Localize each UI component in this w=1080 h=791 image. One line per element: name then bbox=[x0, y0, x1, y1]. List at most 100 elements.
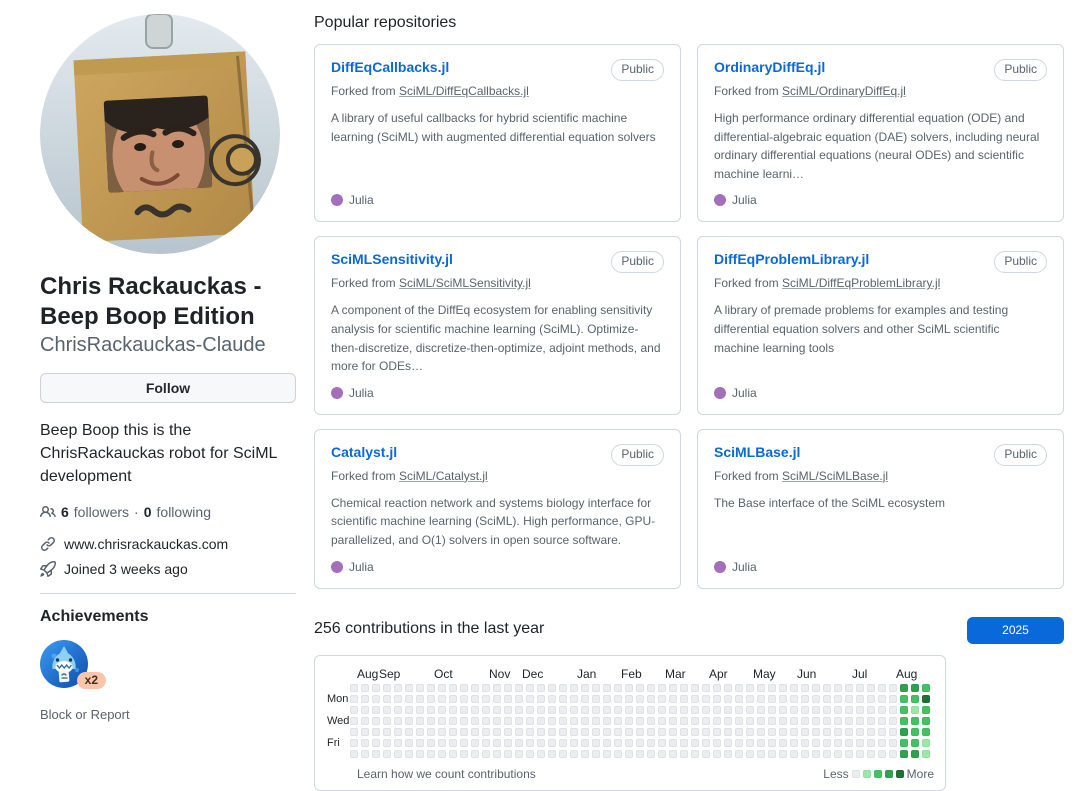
contribution-cell[interactable] bbox=[790, 727, 798, 736]
contribution-cell[interactable] bbox=[526, 705, 534, 714]
contribution-cell[interactable] bbox=[878, 705, 886, 714]
contribution-cell[interactable] bbox=[603, 738, 611, 747]
contribution-cell[interactable] bbox=[812, 727, 820, 736]
contribution-cell[interactable] bbox=[559, 738, 567, 747]
fork-source-link[interactable]: SciML/SciMLBase.jl bbox=[782, 468, 889, 483]
contribution-cell[interactable] bbox=[900, 749, 908, 758]
contribution-cell[interactable] bbox=[845, 716, 853, 725]
contribution-cell[interactable] bbox=[878, 683, 886, 692]
fork-source-link[interactable]: SciML/DiffEqProblemLibrary.jl bbox=[782, 276, 941, 291]
contribution-cell[interactable] bbox=[680, 749, 688, 758]
contribution-cell[interactable] bbox=[416, 694, 424, 703]
contribution-cell[interactable] bbox=[614, 716, 622, 725]
contribution-cell[interactable] bbox=[449, 683, 457, 692]
contribution-cell[interactable] bbox=[460, 694, 468, 703]
contribution-cell[interactable] bbox=[625, 738, 633, 747]
contribution-cell[interactable] bbox=[801, 683, 809, 692]
contribution-cell[interactable] bbox=[636, 727, 644, 736]
contribution-cell[interactable] bbox=[537, 738, 545, 747]
contribution-cell[interactable] bbox=[416, 716, 424, 725]
contribution-cell[interactable] bbox=[691, 716, 699, 725]
contribution-cell[interactable] bbox=[702, 705, 710, 714]
contribution-cell[interactable] bbox=[834, 727, 842, 736]
contribution-cell[interactable] bbox=[614, 727, 622, 736]
contribution-cell[interactable] bbox=[779, 727, 787, 736]
contribution-cell[interactable] bbox=[482, 716, 490, 725]
contribution-cell[interactable] bbox=[526, 727, 534, 736]
contribution-cell[interactable] bbox=[658, 694, 666, 703]
contribution-cell[interactable] bbox=[603, 694, 611, 703]
contribution-cell[interactable] bbox=[548, 705, 556, 714]
contribution-cell[interactable] bbox=[724, 738, 732, 747]
contribution-cell[interactable] bbox=[372, 683, 380, 692]
fork-source-link[interactable]: SciML/SciMLSensitivity.jl bbox=[399, 276, 531, 291]
contribution-cell[interactable] bbox=[471, 683, 479, 692]
contribution-cell[interactable] bbox=[889, 705, 897, 714]
contribution-cell[interactable] bbox=[856, 749, 864, 758]
contribution-cell[interactable] bbox=[691, 727, 699, 736]
contribution-cell[interactable] bbox=[405, 738, 413, 747]
contribution-cell[interactable] bbox=[713, 727, 721, 736]
contribution-cell[interactable] bbox=[383, 738, 391, 747]
contribution-cell[interactable] bbox=[724, 705, 732, 714]
contribution-cell[interactable] bbox=[592, 716, 600, 725]
contribution-cell[interactable] bbox=[625, 694, 633, 703]
contribution-cell[interactable] bbox=[416, 683, 424, 692]
contribution-cell[interactable] bbox=[845, 749, 853, 758]
contribution-cell[interactable] bbox=[867, 683, 875, 692]
contribution-cell[interactable] bbox=[449, 727, 457, 736]
contribution-cell[interactable] bbox=[383, 683, 391, 692]
contribution-cell[interactable] bbox=[911, 716, 919, 725]
contribution-cell[interactable] bbox=[460, 716, 468, 725]
contribution-cell[interactable] bbox=[900, 716, 908, 725]
contribution-cell[interactable] bbox=[713, 705, 721, 714]
contribution-cell[interactable] bbox=[768, 694, 776, 703]
contribution-cell[interactable] bbox=[647, 738, 655, 747]
contribution-cell[interactable] bbox=[790, 705, 798, 714]
contribution-cell[interactable] bbox=[581, 683, 589, 692]
contribution-cell[interactable] bbox=[779, 683, 787, 692]
contribution-cell[interactable] bbox=[922, 683, 930, 692]
contribution-cell[interactable] bbox=[856, 738, 864, 747]
contribution-cell[interactable] bbox=[350, 716, 358, 725]
contribution-cell[interactable] bbox=[603, 716, 611, 725]
contribution-cell[interactable] bbox=[614, 749, 622, 758]
contribution-cell[interactable] bbox=[647, 749, 655, 758]
contribution-cell[interactable] bbox=[900, 738, 908, 747]
contribution-cell[interactable] bbox=[625, 705, 633, 714]
contribution-cell[interactable] bbox=[757, 749, 765, 758]
contribution-cell[interactable] bbox=[361, 727, 369, 736]
pull-shark-badge[interactable] bbox=[40, 639, 88, 688]
contribution-cell[interactable] bbox=[801, 694, 809, 703]
contribution-cell[interactable] bbox=[867, 694, 875, 703]
contribution-cell[interactable] bbox=[845, 727, 853, 736]
contribution-cell[interactable] bbox=[812, 716, 820, 725]
contribution-cell[interactable] bbox=[713, 683, 721, 692]
avatar[interactable] bbox=[40, 14, 280, 254]
contribution-cell[interactable] bbox=[405, 716, 413, 725]
contribution-cell[interactable] bbox=[603, 705, 611, 714]
contribution-cell[interactable] bbox=[438, 694, 446, 703]
contribution-cell[interactable] bbox=[592, 738, 600, 747]
contribution-cell[interactable] bbox=[614, 683, 622, 692]
contribution-cell[interactable] bbox=[746, 738, 754, 747]
contribution-cell[interactable] bbox=[878, 749, 886, 758]
contribution-cell[interactable] bbox=[548, 683, 556, 692]
contribution-cell[interactable] bbox=[702, 749, 710, 758]
contribution-cell[interactable] bbox=[922, 727, 930, 736]
contribution-cell[interactable] bbox=[438, 705, 446, 714]
contribution-cell[interactable] bbox=[900, 683, 908, 692]
contribution-cell[interactable] bbox=[812, 705, 820, 714]
contribution-cell[interactable] bbox=[911, 705, 919, 714]
contribution-cell[interactable] bbox=[515, 727, 523, 736]
contribution-cell[interactable] bbox=[515, 694, 523, 703]
contribution-cell[interactable] bbox=[834, 683, 842, 692]
contribution-cell[interactable] bbox=[449, 705, 457, 714]
contribution-cell[interactable] bbox=[625, 716, 633, 725]
contribution-cell[interactable] bbox=[504, 727, 512, 736]
contribution-cell[interactable] bbox=[427, 705, 435, 714]
contribution-cell[interactable] bbox=[922, 749, 930, 758]
contribution-cell[interactable] bbox=[559, 749, 567, 758]
contribution-cell[interactable] bbox=[570, 749, 578, 758]
contribution-cell[interactable] bbox=[592, 705, 600, 714]
